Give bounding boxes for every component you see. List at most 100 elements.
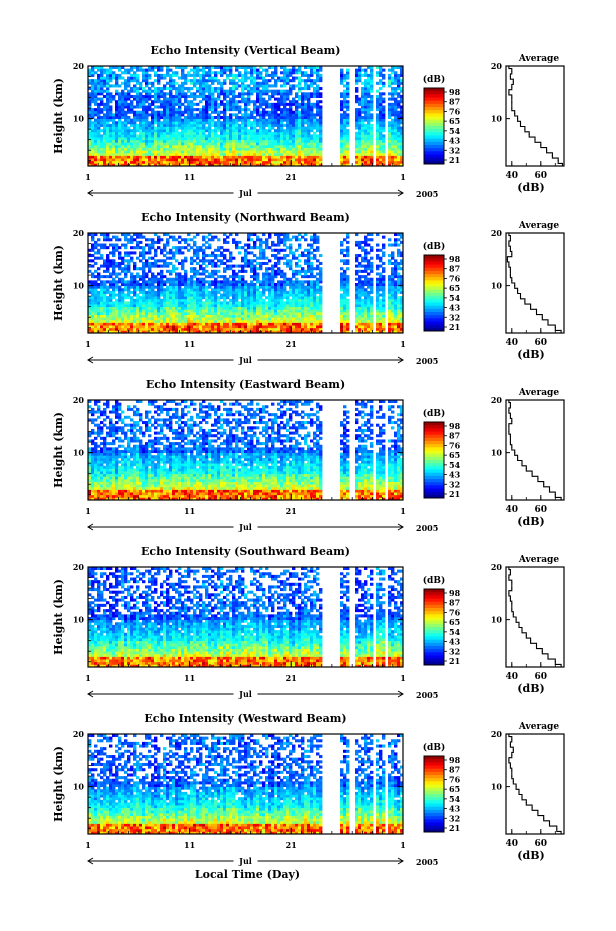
profile-frame bbox=[505, 566, 565, 668]
profile-point bbox=[514, 112, 516, 114]
profile-title: Average bbox=[518, 388, 559, 398]
heatmap-frame bbox=[87, 232, 404, 334]
profile-point bbox=[521, 629, 523, 631]
profile-point bbox=[561, 165, 564, 167]
profile-x-tick-label: 60 bbox=[535, 171, 548, 181]
profile-frame bbox=[505, 733, 565, 835]
colorbar-segment bbox=[424, 469, 444, 474]
colorbar-segment bbox=[424, 819, 444, 823]
colorbar-segment bbox=[424, 100, 444, 105]
profile-x-tick-label: 40 bbox=[506, 505, 519, 515]
profile-x-tick-label: 60 bbox=[535, 839, 548, 849]
year-label: 2005 bbox=[416, 523, 438, 533]
colorbar-tick-label: 87 bbox=[449, 264, 460, 274]
profile-point bbox=[556, 828, 558, 830]
profile-x-label: (dB) bbox=[517, 181, 544, 194]
colorbar-segment bbox=[424, 299, 444, 303]
colorbar-segment bbox=[424, 437, 444, 442]
profile-point bbox=[511, 608, 513, 610]
year-label: 2005 bbox=[416, 690, 438, 700]
colorbar-segment bbox=[424, 289, 444, 294]
colorbar-segment bbox=[424, 787, 444, 792]
profile-y-tick-label: 20 bbox=[491, 395, 503, 405]
profile-point bbox=[521, 796, 523, 798]
colorbar-segment bbox=[424, 463, 444, 467]
colorbar-segment bbox=[424, 617, 444, 622]
colorbar-segment bbox=[424, 267, 444, 272]
colorbar-segment bbox=[424, 321, 444, 326]
profile-point bbox=[506, 258, 508, 260]
colorbar-segment bbox=[424, 277, 444, 281]
colorbar-segment bbox=[424, 630, 444, 634]
colorbar-tick-label: 98 bbox=[449, 87, 461, 97]
x-tick-label: 11 bbox=[184, 840, 195, 850]
profile-point bbox=[547, 321, 549, 324]
colorbar-segment bbox=[424, 633, 444, 637]
colorbar-segment bbox=[424, 428, 444, 432]
colorbar-segment bbox=[424, 450, 444, 455]
x-tick-label: 21 bbox=[286, 172, 297, 182]
colorbar-segment bbox=[424, 441, 444, 445]
colorbar-tick-label: 65 bbox=[449, 617, 460, 627]
profile-point bbox=[508, 759, 510, 761]
profile-point bbox=[514, 285, 516, 287]
colorbar-segment bbox=[424, 456, 444, 461]
profile-y-tick-label: 10 bbox=[491, 615, 503, 625]
colorbar-segment bbox=[424, 828, 444, 833]
profile-point bbox=[511, 102, 513, 104]
profile-point bbox=[517, 290, 519, 292]
colorbar-segment bbox=[424, 598, 444, 603]
colorbar-segment bbox=[424, 803, 444, 808]
colorbar-segment bbox=[424, 116, 444, 121]
colorbar-segment bbox=[424, 129, 444, 133]
colorbar-segment bbox=[424, 768, 444, 773]
profile-point bbox=[543, 483, 545, 485]
profile-point bbox=[543, 817, 545, 819]
colorbar-segment bbox=[424, 488, 444, 493]
profile-y-tick-label: 20 bbox=[491, 562, 503, 572]
colorbar-tick-label: 54 bbox=[449, 794, 461, 804]
month-bar-left-arrow bbox=[87, 690, 94, 698]
colorbar-segment bbox=[424, 784, 444, 789]
panel-3: Echo Intensity (Southward Beam) 10 20 Heigh… bbox=[52, 545, 565, 700]
colorbar-frame bbox=[423, 421, 445, 499]
month-bar-left-arrow bbox=[87, 356, 94, 364]
colorbar-segment bbox=[424, 110, 444, 114]
month-label-bg bbox=[233, 188, 258, 198]
profile-point bbox=[511, 97, 513, 99]
x-tick-label: 21 bbox=[286, 506, 297, 516]
heatmap-cells bbox=[88, 400, 404, 501]
colorbar-segment bbox=[424, 485, 444, 489]
profile-point bbox=[511, 587, 513, 589]
colorbar-tick-label: 43 bbox=[449, 637, 461, 647]
profile-point bbox=[540, 144, 542, 146]
colorbar-tick-label: 32 bbox=[449, 479, 460, 489]
colorbar-segment bbox=[424, 126, 444, 130]
y-tick-label: 20 bbox=[73, 228, 85, 238]
heatmap-cells bbox=[88, 734, 404, 835]
profile-point bbox=[511, 582, 513, 584]
panel-2: Echo Intensity (Eastward Beam) 10 20 Height… bbox=[52, 378, 565, 533]
profile-point bbox=[511, 279, 513, 281]
colorbar-segment bbox=[424, 762, 444, 766]
colorbar-segment bbox=[424, 608, 444, 612]
profile-y-tick-label: 20 bbox=[491, 61, 503, 71]
colorbar-segment bbox=[424, 103, 444, 108]
colorbar-segment bbox=[424, 88, 444, 92]
month-label: Jul bbox=[238, 856, 252, 866]
x-tick-label: 1 bbox=[85, 172, 91, 182]
profile-point bbox=[548, 822, 551, 825]
colorbar-title: (dB) bbox=[423, 408, 445, 419]
colorbar-segment bbox=[424, 601, 444, 606]
profile-point bbox=[541, 650, 543, 652]
x-tick-label: 1 bbox=[85, 339, 91, 349]
profile-point bbox=[534, 139, 536, 141]
colorbar-segment bbox=[424, 91, 444, 95]
x-tick-label: 11 bbox=[184, 172, 195, 182]
colorbar-tick-label: 98 bbox=[449, 421, 461, 431]
colorbar-tick-label: 32 bbox=[449, 145, 460, 155]
profile-point bbox=[525, 801, 527, 804]
profile-point bbox=[512, 81, 514, 83]
colorbar-segment bbox=[424, 296, 444, 300]
profile-y-tick-label: 20 bbox=[491, 228, 503, 238]
